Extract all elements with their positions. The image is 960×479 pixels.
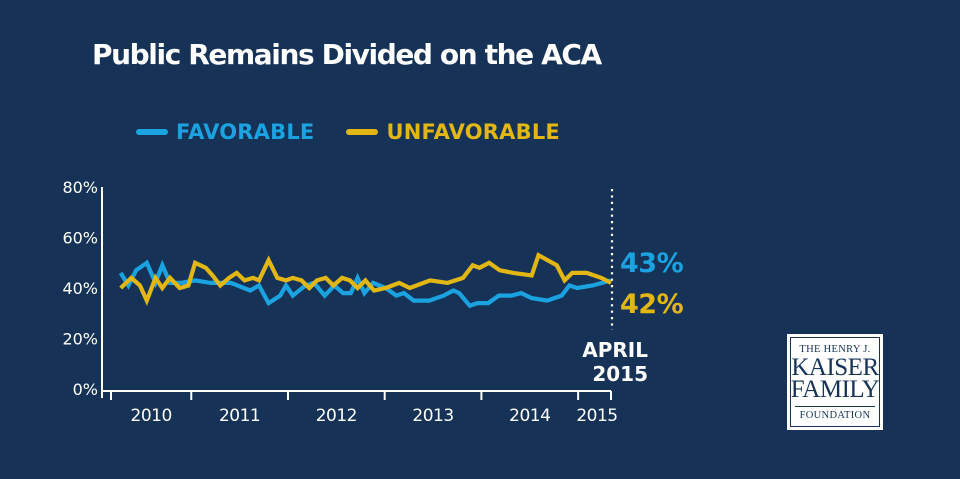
legend-label-unfavorable: UNFAVORABLE	[386, 120, 560, 144]
x-tick-label: 2010	[131, 406, 172, 426]
legend-swatch-unfavorable	[346, 129, 379, 135]
y-tick-label: 0%	[73, 380, 98, 399]
y-tick-label: 20%	[62, 330, 98, 349]
kaiser-family-foundation-logo: THE HENRY J. KAISER FAMILY FOUNDATION	[787, 334, 883, 430]
y-tick-label: 40%	[62, 279, 98, 298]
logo-line-2: KAISER	[791, 354, 879, 381]
latest-favorable-label: 43%	[620, 248, 684, 279]
y-tick-label: 60%	[62, 229, 98, 248]
x-axis: 2010 2011 2012 2013 2014 2015	[102, 390, 618, 426]
chart-legend: FAVORABLE UNFAVORABLE	[136, 120, 592, 144]
x-tick-label: 2015	[576, 406, 617, 426]
x-tick-label: 2014	[509, 406, 550, 426]
logo-line-4: FOUNDATION	[795, 406, 875, 421]
chart-title: Public Remains Divided on the ACA	[92, 38, 602, 71]
logo-line-3: FAMILY	[790, 376, 880, 403]
x-tick-label: 2011	[219, 406, 260, 426]
logo-line-1: THE HENRY J.	[799, 344, 871, 355]
y-tick-label: 80%	[62, 178, 98, 197]
legend-label-favorable: FAVORABLE	[176, 120, 315, 144]
x-tick-label: 2013	[412, 406, 453, 426]
latest-date-label-month: APRIL	[582, 338, 648, 362]
legend-item-favorable: FAVORABLE	[136, 120, 314, 144]
latest-unfavorable-label: 42%	[620, 289, 684, 320]
y-axis-ticks: 0% 20% 40% 60% 80%	[62, 178, 98, 399]
latest-date-label-year: 2015	[592, 362, 648, 386]
legend-item-unfavorable: UNFAVORABLE	[346, 120, 560, 144]
x-tick-label: 2012	[316, 406, 357, 426]
series-lines	[118, 252, 612, 309]
legend-swatch-favorable	[136, 129, 168, 135]
